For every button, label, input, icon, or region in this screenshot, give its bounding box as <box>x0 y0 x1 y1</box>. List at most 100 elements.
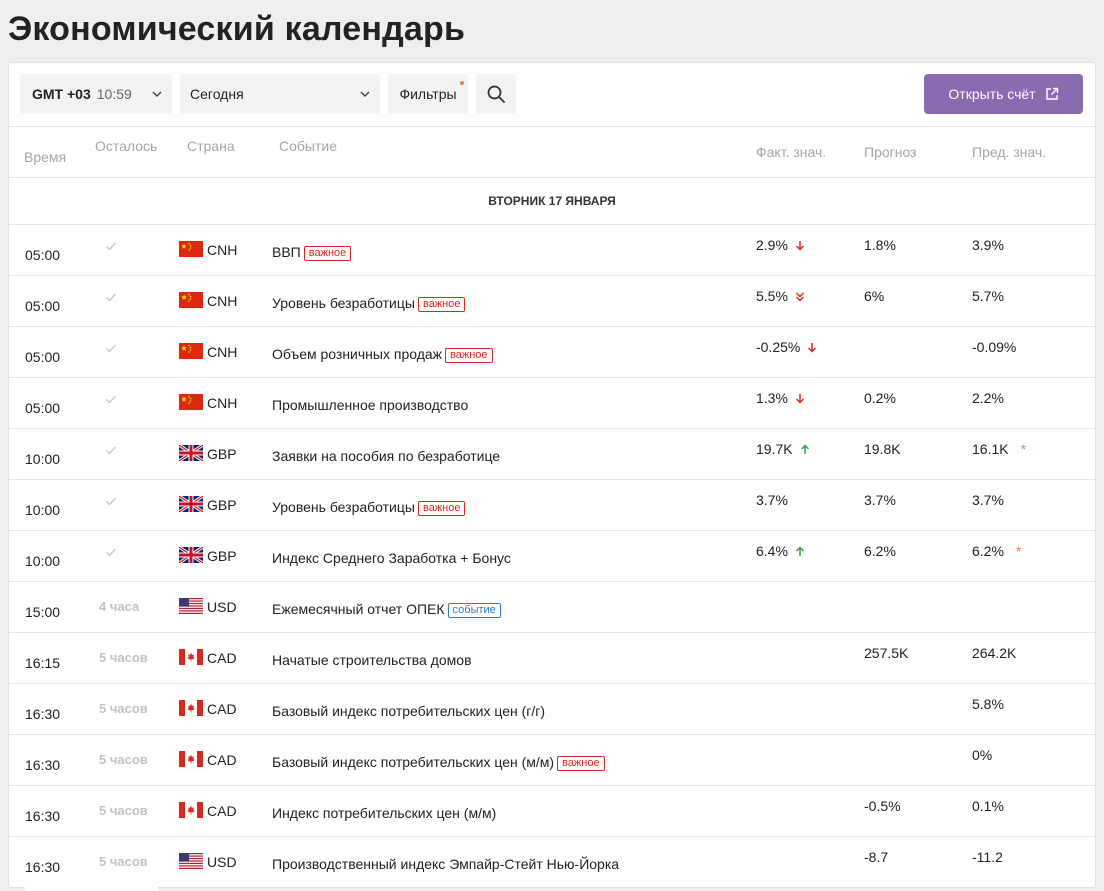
arrow-up-icon <box>795 546 804 556</box>
search-button[interactable] <box>476 74 516 114</box>
actual-value-cell: 3.7% <box>756 492 788 508</box>
event-name: Базовый индекс потребительских цен (г/г) <box>272 703 546 719</box>
search-icon <box>487 85 505 103</box>
event-cell[interactable]: Промышленное производство <box>272 397 468 413</box>
previous-value: 5.8% <box>972 696 1004 712</box>
previous-value-cell: 16.1K * <box>972 441 1026 457</box>
filters-button[interactable]: Фильтры <box>388 74 468 114</box>
forecast-value: -8.7 <box>864 849 889 865</box>
table-row[interactable]: 10:00 GBP Индекс Среднего Заработка + Бону… <box>9 531 1095 582</box>
revised-marker: * <box>1015 543 1022 559</box>
event-time: 15:00 <box>25 604 61 620</box>
column-actual[interactable]: Факт. знач. <box>756 144 827 160</box>
table-row[interactable]: 16:15 5 часов CAD Начатые строительства дом… <box>9 633 1095 684</box>
currency-code: CAD <box>207 650 237 666</box>
flag-uk-icon <box>179 496 203 512</box>
date-group-header: ВТОРНИК 17 ЯНВАРЯ <box>9 178 1095 225</box>
flag-usa-icon <box>179 853 203 869</box>
column-event[interactable]: Событие <box>279 138 337 154</box>
actual-value-cell: 19.7K <box>756 441 810 457</box>
currency-code: CNH <box>207 242 238 258</box>
time-remaining: 5 часов <box>99 752 148 767</box>
event-time: 10:00 <box>25 553 61 569</box>
event-cell[interactable]: Объем розничных продаж важное <box>272 346 493 363</box>
column-time[interactable]: Время <box>24 149 67 165</box>
importance-badge: важное <box>417 501 466 516</box>
table-row[interactable]: 05:00 CNH ВВП важное 2.9% 1.8% 3.9% <box>9 225 1095 276</box>
table-row[interactable]: 15:00 4 часа USD Ежемесячный отчет ОПЕК собы… <box>9 582 1095 633</box>
previous-value: 2.2% <box>972 390 1004 406</box>
event-cell[interactable]: Ежемесячный отчет ОПЕК событие <box>272 601 501 618</box>
timezone-offset: GMT +03 <box>32 86 91 102</box>
event-cell[interactable]: Базовый индекс потребительских цен (г/г) <box>272 703 545 719</box>
previous-value-cell: -0.09% <box>972 339 1016 355</box>
previous-value-cell: 5.7% <box>972 288 1004 304</box>
importance-badge: важное <box>557 756 605 771</box>
column-previous[interactable]: Пред. знач. <box>972 144 1047 160</box>
arrow-down-icon <box>808 343 817 353</box>
external-link-icon <box>1045 87 1058 100</box>
event-cell[interactable]: Начатые строительства домов <box>272 652 472 668</box>
previous-value: 3.9% <box>972 237 1004 253</box>
arrow-down-icon <box>795 394 804 404</box>
check-icon <box>106 395 116 404</box>
filters-label: Фильтры <box>399 86 457 102</box>
event-cell[interactable]: Уровень безработицы важное <box>272 499 466 516</box>
table-row[interactable]: 16:30 5 часов CAD Базовый индекс потребител… <box>9 684 1095 735</box>
event-cell[interactable]: Индекс потребительских цен (м/м) <box>272 805 496 821</box>
event-name: Промышленное производство <box>272 397 469 413</box>
actual-value: 19.7K <box>756 441 793 457</box>
event-cell[interactable]: Заявки на пособия по безработице <box>272 448 500 464</box>
check-icon <box>106 497 116 506</box>
event-type-badge: событие <box>447 603 501 618</box>
actual-value: -0.25% <box>756 339 801 355</box>
column-forecast[interactable]: Прогноз <box>864 144 917 160</box>
table-row[interactable]: 10:00 GBP Уровень безработицы важное 3.7% 3.7… <box>9 480 1095 531</box>
previous-value-cell: 3.9% <box>972 237 1004 253</box>
open-account-button[interactable]: Открыть счёт <box>924 74 1083 114</box>
event-name: Начатые строительства домов <box>272 652 472 668</box>
timezone-select[interactable]: GMT +03 10:59 <box>20 74 172 114</box>
table-row[interactable]: 05:00 CNH Объем розничных продаж важное -0.2… <box>9 327 1095 378</box>
forecast-value: 0.2% <box>864 390 896 406</box>
event-time: 05:00 <box>25 400 61 416</box>
calendar-panel: GMT +03 10:59 Сегодня Фильтры Открыть сч… <box>8 62 1096 888</box>
event-name: Уровень безработицы <box>272 499 415 515</box>
table-row[interactable]: 16:30 5 часов CAD Базовый индекс потребител… <box>9 735 1095 786</box>
actual-value-cell: -0.25% <box>756 339 817 355</box>
event-time: 16:30 <box>25 859 61 875</box>
event-cell[interactable]: Уровень безработицы важное <box>272 295 466 312</box>
event-name: Ежемесячный отчет ОПЕК <box>272 601 445 617</box>
column-country[interactable]: Страна <box>187 138 235 154</box>
previous-value-cell: 2.2% <box>972 390 1004 406</box>
revised-marker: * <box>1020 441 1027 457</box>
event-cell[interactable]: Производственный индекс Эмпайр-Стейт Нью… <box>272 856 619 872</box>
check-icon <box>106 548 116 557</box>
day-select[interactable]: Сегодня <box>180 74 380 114</box>
arrow-down-icon <box>795 241 804 251</box>
table-row[interactable]: 16:30 5 часов CAD Индекс потребительских це… <box>9 786 1095 837</box>
column-remaining[interactable]: Осталось <box>95 138 158 154</box>
previous-value: -0.09% <box>972 339 1017 355</box>
table-row[interactable]: 05:00 CNH Уровень безработицы важное 5.5% 6% 5… <box>9 276 1095 327</box>
table-row[interactable]: 16:30 5 часов USD Производственный индекс Э… <box>9 837 1095 887</box>
currency-code: GBP <box>207 497 237 513</box>
chevron-down-icon <box>360 91 370 98</box>
event-cell[interactable]: ВВП важное <box>272 244 352 261</box>
time-remaining: 4 часа <box>99 599 140 614</box>
event-cell[interactable]: Базовый индекс потребительских цен (м/м)… <box>272 754 605 771</box>
event-cell[interactable]: Индекс Среднего Заработка + Бонус <box>272 550 511 566</box>
event-name: Заявки на пособия по безработице <box>272 448 501 464</box>
currency-code: USD <box>207 599 237 615</box>
chevron-down-icon <box>152 91 162 98</box>
table-row[interactable]: 10:00 GBP Заявки на пособия по безработице… <box>9 429 1095 480</box>
actual-value: 6.4% <box>756 543 788 559</box>
event-name: ВВП <box>272 244 301 260</box>
time-remaining: 5 часов <box>99 854 148 869</box>
event-name: Уровень безработицы <box>272 295 415 311</box>
forecast-value: 6.2% <box>864 543 896 559</box>
day-select-value: Сегодня <box>190 86 244 102</box>
table-row[interactable]: 05:00 CNH Промышленное производство 1.3% 0.2… <box>9 378 1095 429</box>
event-name: Индекс Среднего Заработка + Бонус <box>272 550 511 566</box>
check-icon <box>106 293 116 302</box>
